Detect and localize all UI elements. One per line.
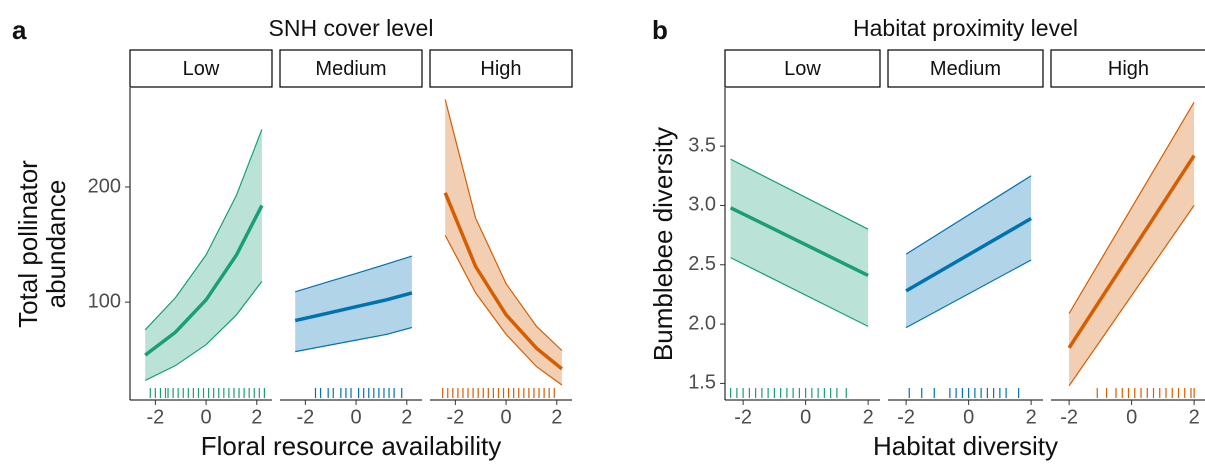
y-axis-title: Bumblebee diversity: [648, 127, 678, 361]
y-tick-label: 2.5: [688, 253, 716, 275]
x-tick-label: -2: [897, 406, 915, 428]
x-tick-label: -2: [146, 406, 164, 428]
facet-strip: [887, 49, 1044, 88]
facet-strip: [724, 49, 881, 88]
chart-title: Habitat proximity level: [853, 15, 1078, 41]
fit-line: [729, 206, 869, 277]
fit-line: [1067, 154, 1196, 349]
band-upper: [144, 129, 263, 331]
band-upper: [1068, 101, 1195, 314]
facet-strip: [1050, 49, 1205, 88]
facet-strip: [279, 49, 423, 88]
y-tick-label: 3.0: [688, 194, 716, 216]
facet-label: High: [480, 58, 521, 80]
band-lower: [444, 235, 563, 386]
band-lower: [144, 281, 263, 381]
confidence-band: [145, 129, 262, 381]
facet-label: Low: [183, 58, 220, 80]
y-tick-label: 100: [88, 290, 121, 312]
x-tick-label: -2: [734, 406, 752, 428]
band-lower: [295, 326, 413, 353]
y-tick-label: 2.0: [688, 312, 716, 334]
confidence-band: [295, 256, 412, 352]
confidence-band: [906, 175, 1032, 328]
y-tick-label: 1.5: [688, 372, 716, 394]
band-upper: [444, 99, 563, 351]
facet-strip: [129, 49, 273, 88]
band-upper: [905, 175, 1032, 255]
y-tick-label: 3.5: [688, 134, 716, 156]
band-lower: [905, 259, 1032, 329]
x-tick-label: 2: [251, 406, 262, 428]
x-tick-label: 0: [351, 406, 362, 428]
confidence-band: [445, 99, 562, 385]
fit-line: [443, 192, 564, 371]
x-tick-label: 0: [201, 406, 212, 428]
fit-line: [294, 291, 413, 323]
panel-label: b: [652, 15, 668, 45]
chart-title: SNH cover level: [269, 15, 434, 41]
fit-line: [905, 216, 1032, 293]
panel-label: a: [12, 15, 27, 45]
x-tick-label: 0: [501, 406, 512, 428]
x-tick-label: 2: [1026, 406, 1037, 428]
fit-line: [144, 204, 264, 357]
x-axis-title: Floral resource availability: [201, 431, 502, 461]
band-lower: [1068, 205, 1195, 387]
x-tick-label: -2: [1060, 406, 1078, 428]
x-tick-label: 0: [1126, 406, 1137, 428]
band-upper: [295, 255, 413, 293]
band-upper: [730, 158, 869, 230]
x-tick-label: 0: [800, 406, 811, 428]
x-tick-label: -2: [446, 406, 464, 428]
facet-strip: [429, 49, 573, 88]
x-tick-label: -2: [296, 406, 314, 428]
y-tick-label: 200: [88, 175, 121, 197]
x-tick-label: 2: [401, 406, 412, 428]
y-axis-title: abundance: [41, 180, 71, 309]
band-lower: [730, 257, 869, 327]
x-tick-label: 2: [863, 406, 874, 428]
facet-label: Low: [784, 58, 821, 80]
facet-label: Medium: [315, 58, 386, 80]
x-axis-title: Habitat diversity: [873, 431, 1058, 461]
x-tick-label: 2: [1189, 406, 1200, 428]
confidence-band: [1069, 102, 1195, 386]
y-axis-title: Total pollinator: [13, 160, 43, 328]
facet-label: Medium: [930, 58, 1001, 80]
x-tick-label: 0: [963, 406, 974, 428]
facet-label: High: [1108, 58, 1149, 80]
x-tick-label: 2: [551, 406, 562, 428]
